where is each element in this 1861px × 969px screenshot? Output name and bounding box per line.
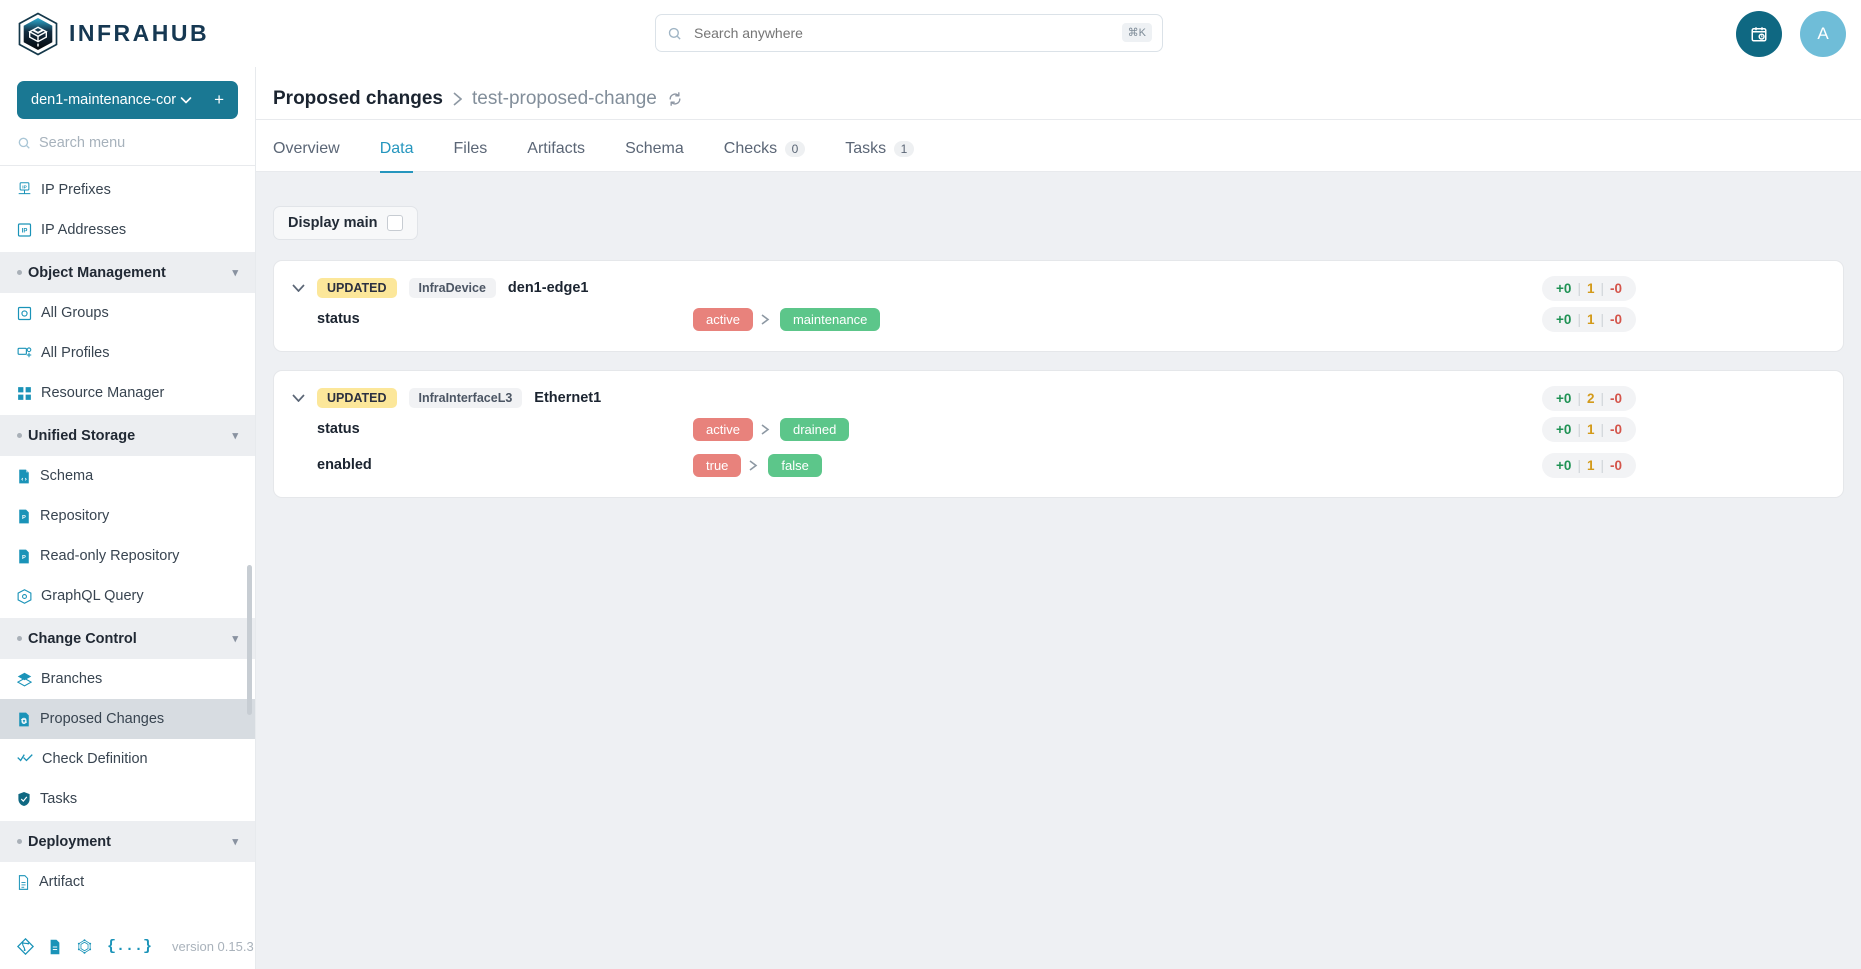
svg-text:IP: IP: [22, 228, 28, 234]
svg-text:P: P: [22, 515, 26, 521]
svg-text:IP: IP: [22, 185, 26, 191]
svg-text:P: P: [22, 555, 26, 561]
